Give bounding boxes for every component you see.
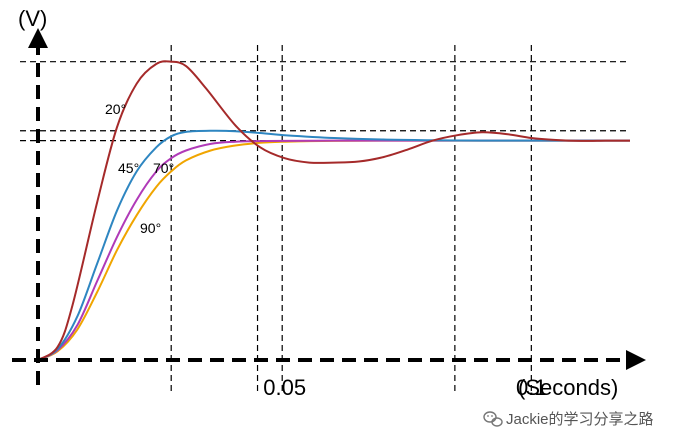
axes	[12, 28, 646, 385]
series-label-20: 20°	[105, 101, 126, 117]
series-label-70: 70°	[153, 160, 174, 176]
series-line-1	[37, 129, 630, 361]
x-tick-labels: 0.05 0.1	[263, 375, 546, 400]
reference-lines	[20, 45, 628, 395]
series-line-0	[37, 60, 630, 361]
x-axis-arrow	[626, 350, 646, 370]
x-tick-label-0: 0.05	[263, 375, 306, 400]
series-label-90: 90°	[140, 220, 161, 236]
watermark: Jackie的学习分享之路	[483, 411, 654, 428]
x-tick-label-1: 0.1	[516, 375, 547, 400]
series-lines	[37, 60, 630, 361]
x-axis-label: (Seconds)	[518, 375, 618, 400]
y-axis-arrow	[28, 28, 48, 48]
series-label-45: 45°	[118, 160, 139, 176]
wechat-icon	[483, 411, 503, 427]
y-axis-label: (V)	[18, 6, 47, 31]
watermark-text: Jackie的学习分享之路	[506, 411, 654, 428]
